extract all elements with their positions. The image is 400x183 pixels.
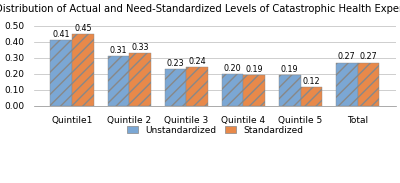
Text: 0.19: 0.19	[281, 65, 298, 74]
Text: 0.45: 0.45	[74, 24, 92, 33]
Bar	[279, 75, 300, 106]
Bar	[358, 63, 379, 106]
Text: 0.31: 0.31	[110, 46, 127, 55]
Bar	[300, 87, 322, 106]
Text: 0.24: 0.24	[188, 57, 206, 66]
Text: 0.12: 0.12	[303, 76, 320, 85]
Bar	[108, 56, 129, 106]
Text: 0.27: 0.27	[338, 53, 356, 61]
Bar	[336, 63, 358, 106]
Text: 0.33: 0.33	[131, 43, 149, 52]
Bar	[129, 53, 151, 106]
Text: 0.20: 0.20	[224, 64, 242, 73]
Text: 0.23: 0.23	[167, 59, 184, 68]
Bar	[244, 75, 265, 106]
Legend: Unstandardized, Standardized: Unstandardized, Standardized	[123, 122, 307, 138]
Title: Distribution of Actual and Need-Standardized Levels of Catastrophic Health Expen: Distribution of Actual and Need-Standard…	[0, 4, 400, 14]
Bar	[186, 67, 208, 106]
Bar	[165, 69, 186, 106]
Bar	[222, 74, 244, 106]
Text: 0.41: 0.41	[52, 30, 70, 39]
Bar	[72, 34, 94, 106]
Text: 0.27: 0.27	[360, 53, 378, 61]
Bar	[50, 40, 72, 106]
Text: 0.19: 0.19	[246, 65, 263, 74]
